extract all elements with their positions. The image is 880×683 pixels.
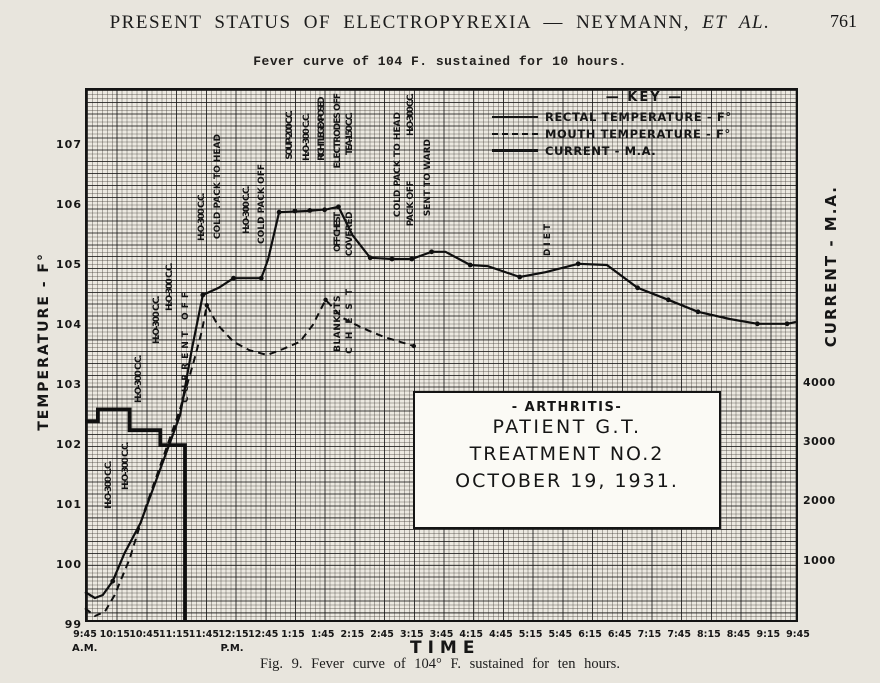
legend: — KEY — RECTAL TEMPERATURE - F° MOUTH TEM… [492, 90, 797, 159]
temp-tick-label: 105 [56, 258, 82, 271]
page-number: 761 [830, 11, 857, 31]
time-tick-label: 2:15 [340, 629, 365, 640]
time-tick-label: 5:45 [548, 629, 573, 640]
chart-annotation: SENT TO WARD [423, 139, 433, 217]
chart-annotation: COLD PACK OFF [257, 164, 267, 244]
time-tick-label: 9:15 [756, 629, 781, 640]
chart-annotation: CURRENT OFF [181, 288, 191, 403]
treatment-label: TREATMENT NO.2 [469, 443, 665, 465]
temp-tick-label: 106 [56, 198, 82, 211]
time-tick-label: 6:15 [578, 629, 602, 640]
legend-label: MOUTH TEMPERATURE - F° [545, 126, 731, 141]
patient-info-box: - ARTHRITIS- PATIENT G.T. TREATMENT NO.2… [413, 391, 721, 529]
chart-annotation: SOUP-200 C.C. [285, 112, 295, 160]
x-axis-title-time: TIME [410, 638, 481, 658]
legend-swatch-solid [492, 115, 538, 118]
time-tick-label: 6:45 [607, 629, 632, 640]
time-tick-label: 9:45 [786, 629, 810, 640]
temp-tick-label: 100 [56, 558, 82, 571]
diagnosis-label: - ARTHRITIS- [511, 400, 623, 415]
chart-annotation: BLANKETS [333, 295, 343, 352]
chart-annotation: DIET [543, 221, 553, 257]
temp-tick-label: 101 [56, 498, 82, 511]
chart-annotation: CHEST [345, 281, 355, 354]
chart-annotation: H₂O-300 C.C. [121, 443, 131, 490]
time-tick-label: 3:45 [429, 629, 454, 640]
chart-annotation: H₂O-300 C.C. [134, 356, 144, 403]
current-tick-label: 3000 [803, 435, 836, 449]
y-axis-title-temperature: TEMPERATURE - F° [36, 252, 52, 431]
current-tick-label: 2000 [803, 494, 836, 508]
time-tick-label: 8:15 [697, 629, 721, 640]
graph-paper-plot-area [85, 88, 798, 622]
chart-annotation: RIGHT LEG EXPOSED [317, 99, 327, 161]
date-label: OCTOBER 19, 1931. [455, 470, 679, 492]
temp-tick-label: 104 [56, 318, 82, 331]
temp-tick-label: 107 [56, 138, 82, 151]
time-tick-label: 2:45 [370, 629, 394, 640]
legend-item: CURRENT - M.A. [492, 142, 797, 159]
legend-rows: RECTAL TEMPERATURE - F° MOUTH TEMPERATURE… [492, 108, 797, 159]
chart-annotation: ELECTRODES OFF [333, 94, 343, 169]
chart-annotation: H₂O-300 C.C. [406, 95, 416, 136]
chart-annotation: H₂O-300 C.C. [302, 114, 312, 161]
time-tick-label: 8:45 [726, 629, 751, 640]
time-tick-label: 7:45 [667, 629, 691, 640]
legend-item: MOUTH TEMPERATURE - F° [492, 125, 797, 142]
legend-item: RECTAL TEMPERATURE - F° [492, 108, 797, 125]
time-tick-label: 9:45 [73, 629, 97, 640]
chart-annotation: COLD PACK TO HEAD [213, 134, 223, 240]
time-tick-label: 3:15 [399, 629, 424, 640]
time-tick-label: 5:15 [518, 629, 543, 640]
chart-annotation: H₂O-300 C.C. [165, 264, 175, 311]
time-tick-label: 11:45 [188, 629, 219, 640]
running-head-title: PRESENT STATUS OF ELECTROPYREXIA — NEYMA… [109, 12, 703, 33]
time-tick-label: 1:45 [310, 629, 335, 640]
running-head-etal: ET AL. [702, 12, 771, 33]
legend-label: RECTAL TEMPERATURE - F° [545, 109, 732, 124]
figure-caption: Fig. 9. Fever curve of 104° F. sustained… [260, 656, 620, 672]
temp-tick-label: 102 [56, 438, 82, 451]
time-tick-label: 10:45 [129, 629, 160, 640]
temp-tick-label: 99 [64, 618, 82, 631]
chart-annotation: COVERED [345, 212, 355, 257]
time-tick-label: 4:45 [489, 629, 513, 640]
current-tick-label: 1000 [803, 553, 836, 567]
time-tick-label: 4:15 [459, 629, 484, 640]
time-tick-label: 1:15 [281, 629, 305, 640]
temp-tick-label: 103 [56, 378, 82, 391]
chart-annotation: COLD PACK TO HEAD [393, 112, 403, 218]
legend-swatch-dashed [492, 132, 538, 135]
time-period-label: P.M. [220, 643, 244, 654]
time-tick-label: 10:15 [99, 629, 130, 640]
chart-annotation: H₂O-300 C.C. [152, 297, 162, 344]
time-tick-label: 12:45 [248, 629, 279, 640]
chart-annotation: H₂O-300 C.C. [242, 187, 252, 234]
figure-typed-title: Fever curve of 104 F. sustained for 10 h… [253, 54, 627, 69]
patient-label: PATIENT G.T. [492, 416, 642, 438]
legend-title: — KEY — [605, 90, 684, 105]
chart-annotation: PACK OFF [406, 181, 416, 227]
legend-label: CURRENT - M.A. [545, 143, 657, 158]
time-tick-label: 7:15 [637, 629, 662, 640]
legend-swatch-thick [492, 149, 538, 152]
running-head: PRESENT STATUS OF ELECTROPYREXIA — NEYMA… [0, 12, 880, 34]
chart-annotation: TEA-150 C.C. [345, 114, 355, 155]
time-tick-label: 11:15 [159, 629, 190, 640]
current-tick-label: 4000 [803, 375, 836, 389]
chart-annotation: H₂O-300 C.C. [104, 462, 114, 509]
chart-annotation: OFF CHEST [333, 214, 343, 252]
time-period-label: A.M. [72, 643, 98, 654]
time-tick-label: 12:15 [218, 629, 249, 640]
y-axis-title-current: CURRENT - M.A. [822, 185, 840, 348]
chart-annotation: H₂O-300 C.C. [197, 194, 207, 241]
